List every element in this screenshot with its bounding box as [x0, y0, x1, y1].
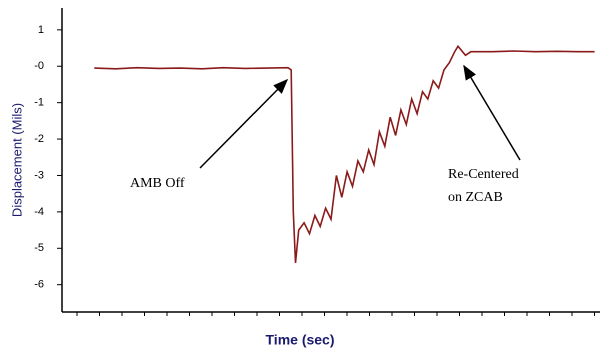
y-tick-label: -5 [34, 242, 44, 254]
y-tick-label: -0 [34, 60, 44, 72]
data-line [94, 44, 595, 263]
y-tick-label: 1 [38, 24, 44, 36]
y-tick-label: -1 [34, 97, 44, 109]
annotation: AMB Off [130, 176, 185, 191]
annotation: Re-Centered [448, 167, 519, 182]
y-tick-label: -4 [34, 206, 44, 218]
y-tick-label: -6 [34, 279, 44, 291]
arrow [463, 64, 521, 161]
arrow [199, 78, 289, 169]
annotation: on ZCAB [448, 190, 503, 205]
y-tick-label: -2 [34, 133, 44, 145]
y-axis-label: Displacement (Mils) [9, 103, 24, 217]
y-tick-label: -3 [34, 169, 44, 181]
x-axis-label: Time (sec) [266, 332, 335, 348]
